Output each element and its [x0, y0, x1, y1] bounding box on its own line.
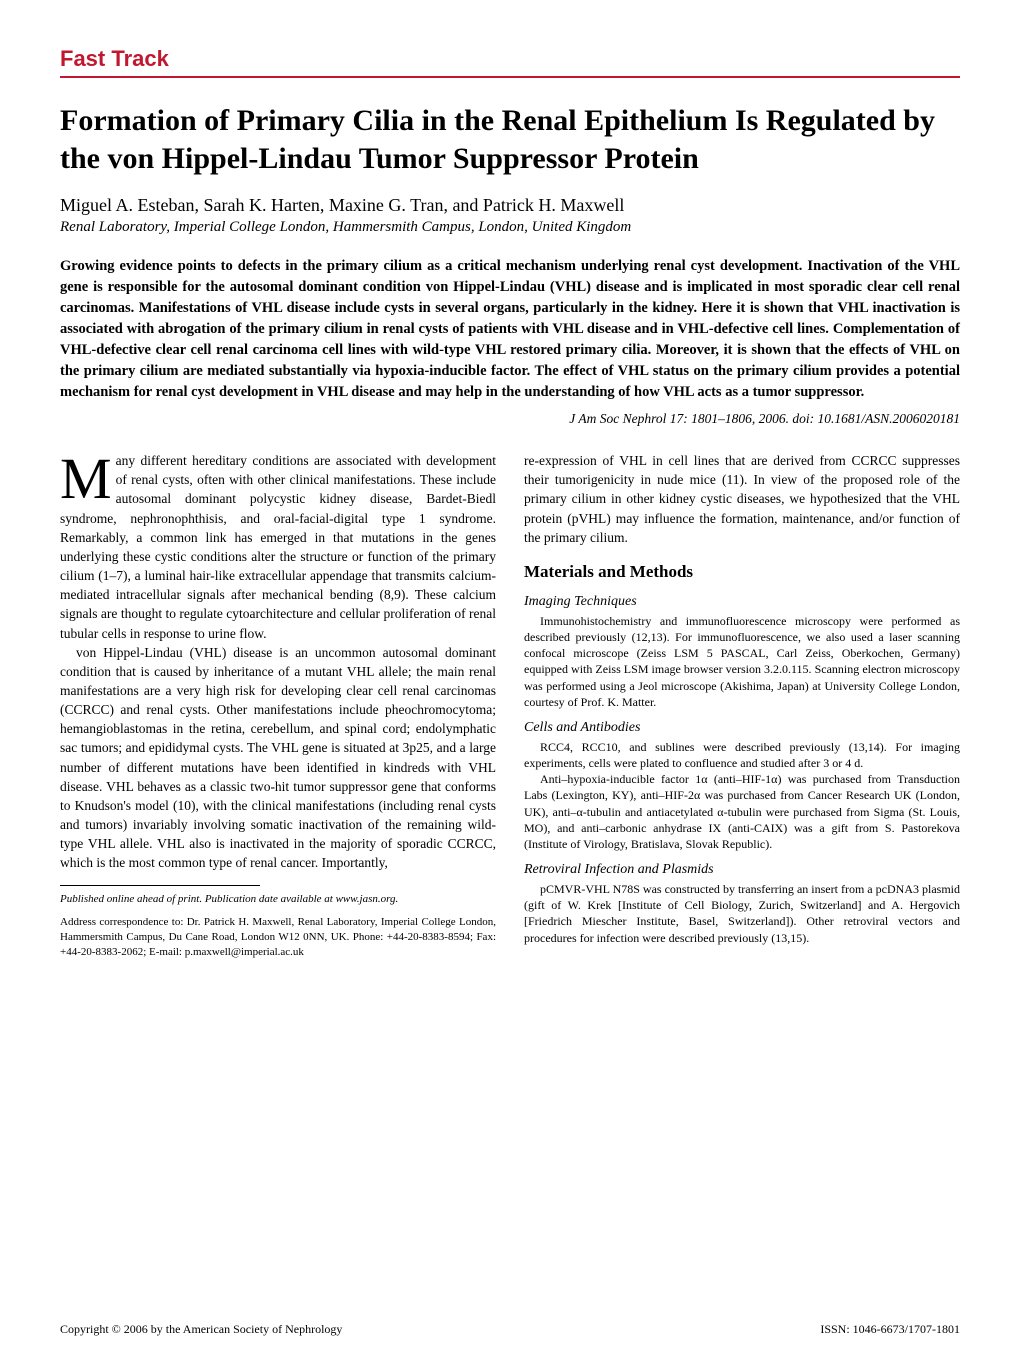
copyright: Copyright © 2006 by the American Society…	[60, 1322, 342, 1337]
cells-text-2: Anti–hypoxia-inducible factor 1α (anti–H…	[524, 771, 960, 852]
cells-heading: Cells and Antibodies	[524, 718, 960, 738]
correspondence: Address correspondence to: Dr. Patrick H…	[60, 915, 496, 960]
intro-continued: re-expression of VHL in cell lines that …	[524, 451, 960, 547]
intro-para-1: Many different hereditary conditions are…	[60, 451, 496, 643]
imaging-text: Immunohistochemistry and immunofluoresce…	[524, 613, 960, 710]
article-title: Formation of Primary Cilia in the Renal …	[60, 102, 960, 177]
abstract: Growing evidence points to defects in th…	[60, 256, 960, 403]
citation: J Am Soc Nephrol 17: 1801–1806, 2006. do…	[60, 411, 960, 427]
issn: ISSN: 1046-6673/1707-1801	[820, 1322, 960, 1337]
publication-note: Published online ahead of print. Publica…	[60, 892, 496, 908]
affiliation: Renal Laboratory, Imperial College Londo…	[60, 219, 960, 236]
intro-para-2: von Hippel-Lindau (VHL) disease is an un…	[60, 643, 496, 873]
left-column: Many different hereditary conditions are…	[60, 451, 496, 960]
methods-heading: Materials and Methods	[524, 560, 960, 584]
section-header: Fast Track	[60, 46, 960, 78]
imaging-heading: Imaging Techniques	[524, 592, 960, 612]
retroviral-text: pCMVR-VHL N78S was constructed by transf…	[524, 881, 960, 946]
dropcap: M	[60, 451, 116, 502]
right-column: re-expression of VHL in cell lines that …	[524, 451, 960, 960]
body-columns: Many different hereditary conditions are…	[60, 451, 960, 960]
page-footer: Copyright © 2006 by the American Society…	[60, 1322, 960, 1337]
intro-para-1-text: any different hereditary conditions are …	[60, 453, 496, 640]
footnote-divider	[60, 885, 260, 886]
cells-text-1: RCC4, RCC10, and sublines were described…	[524, 739, 960, 771]
authors: Miguel A. Esteban, Sarah K. Harten, Maxi…	[60, 195, 960, 216]
retroviral-heading: Retroviral Infection and Plasmids	[524, 860, 960, 880]
